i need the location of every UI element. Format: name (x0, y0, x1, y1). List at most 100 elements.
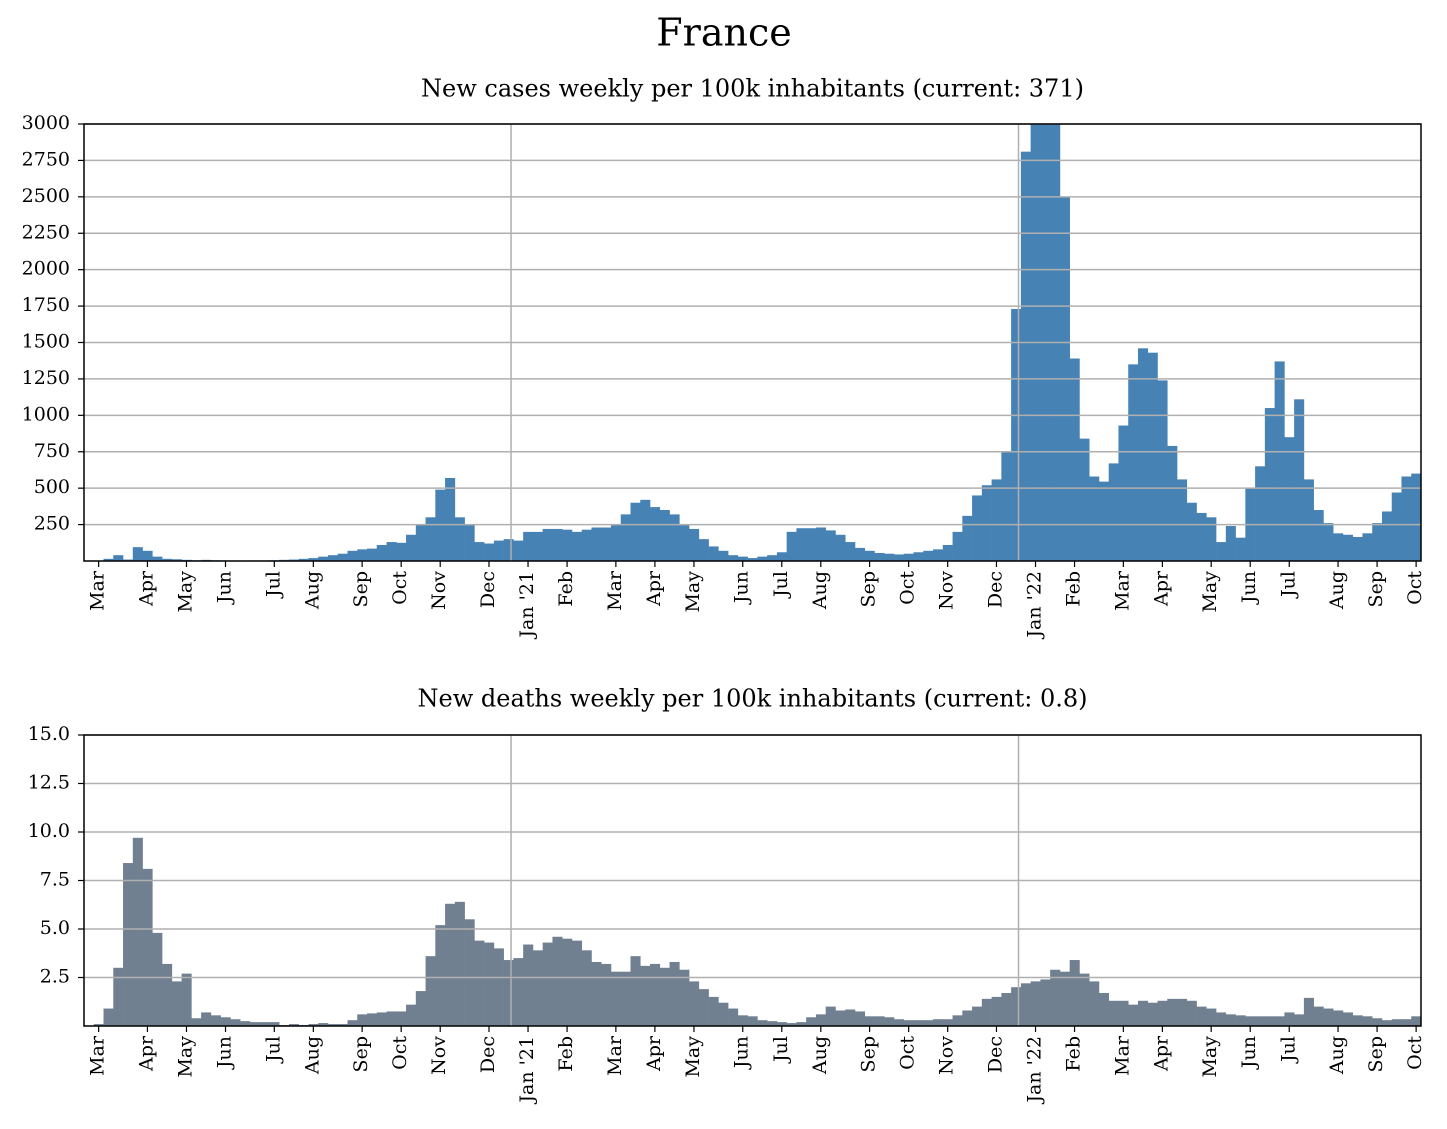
x-tick-label: Apr (643, 570, 665, 607)
subplot: New cases weekly per 100k inhabitants (c… (22, 75, 1426, 640)
x-tick-label: May (682, 1036, 704, 1078)
y-tick-label: 15.0 (28, 723, 70, 745)
bar (201, 1012, 212, 1026)
x-tick-label: Apr (135, 1035, 157, 1072)
bar (786, 1023, 797, 1026)
bar (532, 531, 543, 561)
bar (650, 963, 661, 1026)
x-tick-label: Mar (1111, 570, 1133, 611)
bar (659, 510, 670, 561)
bar (1118, 1000, 1129, 1026)
bar (396, 542, 407, 561)
bar (1352, 536, 1363, 561)
bar (854, 1011, 866, 1026)
bar (464, 524, 475, 561)
bar (1177, 998, 1188, 1026)
bar (171, 559, 182, 561)
bar (1342, 534, 1353, 561)
x-tick-label: Apr (643, 1035, 665, 1072)
bar (835, 1010, 846, 1026)
bar (1157, 380, 1168, 561)
bar (210, 1015, 221, 1026)
bar (454, 517, 465, 561)
figure-title: France (656, 11, 791, 55)
x-tick-label: Jul (1277, 571, 1299, 599)
bar (552, 936, 563, 1026)
bar (981, 998, 992, 1026)
y-tick-label: 750 (34, 440, 70, 462)
bar (825, 530, 836, 561)
subplot: New deaths weekly per 100k inhabitants (… (28, 685, 1426, 1105)
bar (991, 996, 1002, 1026)
bar (132, 547, 143, 561)
bar (1059, 971, 1070, 1026)
x-tick-label: Dec (984, 1036, 1006, 1073)
bar (386, 542, 397, 561)
bar (103, 558, 114, 561)
bar (962, 1010, 973, 1026)
bar (415, 524, 426, 561)
bar (249, 1022, 260, 1026)
bar (1401, 476, 1412, 561)
bar (591, 527, 602, 561)
bar (845, 542, 856, 561)
bar (503, 960, 514, 1026)
bar (806, 1017, 817, 1026)
x-tick-label: Mar (604, 1035, 626, 1076)
x-tick-label: Sep (858, 1036, 880, 1072)
x-tick-label: Feb (1063, 571, 1085, 607)
bar (1128, 1004, 1139, 1026)
chart-title: New deaths weekly per 100k inhabitants (… (418, 685, 1088, 713)
bar (718, 550, 729, 561)
bar (864, 1016, 875, 1026)
bar (445, 903, 456, 1026)
bar (376, 1012, 387, 1026)
bar (1001, 451, 1012, 561)
bar (152, 932, 163, 1026)
bar (1177, 479, 1188, 561)
bar (1313, 1006, 1324, 1026)
bar (1157, 1000, 1168, 1026)
bar (864, 550, 875, 561)
bar (171, 981, 182, 1026)
chart-title: New cases weekly per 100k inhabitants (c… (421, 75, 1084, 103)
bar (874, 1016, 885, 1026)
bar (1362, 1016, 1373, 1026)
bar (1313, 510, 1324, 561)
bar (1206, 1008, 1217, 1026)
bar (1381, 1020, 1393, 1026)
bar (933, 1019, 944, 1026)
bar (454, 901, 465, 1026)
x-tick-label: Jan '21 (516, 571, 538, 640)
bar (630, 956, 641, 1026)
x-tick-label: Aug (809, 571, 831, 610)
bar (445, 477, 456, 561)
bar (601, 963, 612, 1026)
x-tick-label: Aug (1326, 571, 1348, 610)
bar (610, 524, 622, 561)
x-tick-label: Jul (770, 571, 792, 599)
bar (1098, 481, 1110, 561)
bar (367, 548, 378, 561)
bar (972, 495, 983, 561)
x-tick-label: May (174, 571, 196, 613)
bar (523, 531, 534, 561)
bar (1098, 993, 1110, 1026)
bar (1147, 1002, 1158, 1026)
x-tick-label: Feb (1063, 1036, 1085, 1072)
bar (757, 1020, 768, 1026)
x-tick-label: Aug (301, 1036, 323, 1075)
bar (640, 499, 651, 561)
y-tick-label: 1250 (22, 367, 70, 389)
x-tick-label: Dec (477, 571, 499, 608)
bar (1137, 348, 1149, 561)
bar (1089, 476, 1100, 561)
bar (669, 514, 680, 561)
bar (1020, 983, 1031, 1026)
bar (523, 944, 534, 1026)
bar (1274, 1016, 1285, 1026)
bar (806, 528, 817, 561)
x-tick-label: Sep (350, 1036, 372, 1072)
x-tick-label: Jan '22 (1024, 1036, 1046, 1105)
